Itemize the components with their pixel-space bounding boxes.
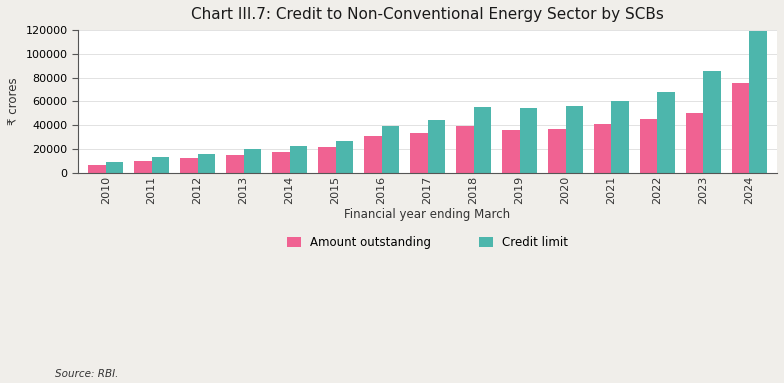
Bar — [612, 101, 629, 173]
Bar — [336, 141, 353, 173]
Bar — [151, 157, 169, 173]
Bar — [732, 83, 750, 173]
Bar — [548, 129, 565, 173]
Title: Chart III.7: Credit to Non-Conventional Energy Sector by SCBs: Chart III.7: Credit to Non-Conventional … — [191, 7, 664, 22]
Bar — [427, 120, 445, 173]
Bar — [106, 162, 123, 173]
Bar — [134, 161, 151, 173]
Bar — [565, 106, 583, 173]
Bar — [640, 119, 658, 173]
Bar — [474, 107, 491, 173]
X-axis label: Financial year ending March: Financial year ending March — [344, 208, 510, 221]
Bar — [364, 136, 382, 173]
Bar — [703, 71, 721, 173]
Bar — [244, 149, 261, 173]
Bar — [658, 92, 675, 173]
Bar — [198, 154, 215, 173]
Bar — [594, 124, 612, 173]
Bar — [502, 130, 520, 173]
Bar — [456, 126, 474, 173]
Bar — [180, 158, 198, 173]
Bar — [750, 31, 767, 173]
Text: Source: RBI.: Source: RBI. — [55, 369, 118, 379]
Bar — [318, 147, 336, 173]
Y-axis label: ₹ crores: ₹ crores — [7, 77, 20, 125]
Bar — [520, 108, 537, 173]
Bar — [88, 165, 106, 173]
Bar — [226, 155, 244, 173]
Legend: Amount outstanding, Credit limit: Amount outstanding, Credit limit — [287, 236, 568, 249]
Bar — [272, 152, 289, 173]
Bar — [410, 133, 427, 173]
Bar — [382, 126, 399, 173]
Bar — [686, 113, 703, 173]
Bar — [289, 146, 307, 173]
